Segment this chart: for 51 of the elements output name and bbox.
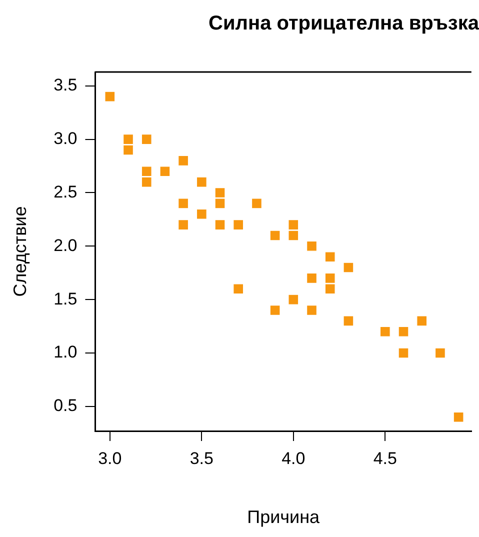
point: [123, 134, 134, 145]
y-tick-label: 3.5: [54, 76, 78, 95]
y-axis-title: Следствие: [10, 206, 30, 297]
point: [270, 305, 280, 316]
point: [123, 144, 134, 156]
point: [178, 220, 189, 230]
y-tick-label: 2.0: [54, 236, 78, 255]
point: [288, 294, 299, 305]
point: [288, 220, 299, 230]
y-tick-label: 1.0: [54, 342, 78, 362]
point: [178, 198, 189, 209]
y-tick-label: 0.5: [54, 396, 78, 416]
point: [324, 252, 336, 262]
y-tick-label: 2.5: [54, 182, 78, 202]
x-axis-title: Причина: [247, 507, 320, 528]
point: [343, 316, 354, 326]
point: [288, 230, 299, 241]
x-tick-label: 4.0: [282, 448, 306, 468]
point: [233, 284, 244, 294]
point: [214, 187, 226, 198]
point: [214, 198, 226, 209]
point: [306, 305, 318, 316]
point: [214, 220, 226, 230]
point: [178, 155, 189, 166]
point: [324, 272, 336, 284]
y-tick-label: 3.0: [54, 129, 78, 148]
point: [196, 208, 207, 220]
x-tick-label: 3.5: [190, 448, 214, 468]
point: [324, 284, 336, 294]
point: [306, 272, 318, 284]
point: [380, 326, 390, 337]
x-tick-label: 3.0: [98, 448, 122, 468]
point: [233, 220, 244, 230]
y-tick-label: 1.5: [54, 289, 78, 308]
point: [434, 348, 446, 358]
point: [270, 230, 280, 241]
point: [160, 166, 170, 177]
point: [398, 348, 409, 358]
point: [141, 166, 152, 177]
point: [416, 316, 428, 326]
point: [453, 412, 464, 422]
point: [104, 91, 116, 102]
point: [398, 326, 409, 337]
point: [141, 176, 152, 188]
x-tick-label: 4.5: [373, 448, 397, 468]
point: [251, 198, 262, 209]
point: [196, 176, 207, 188]
chart-title: Силна отрицателна връзка: [208, 12, 479, 35]
point: [306, 240, 318, 252]
point: [343, 262, 354, 273]
point: [141, 134, 152, 145]
